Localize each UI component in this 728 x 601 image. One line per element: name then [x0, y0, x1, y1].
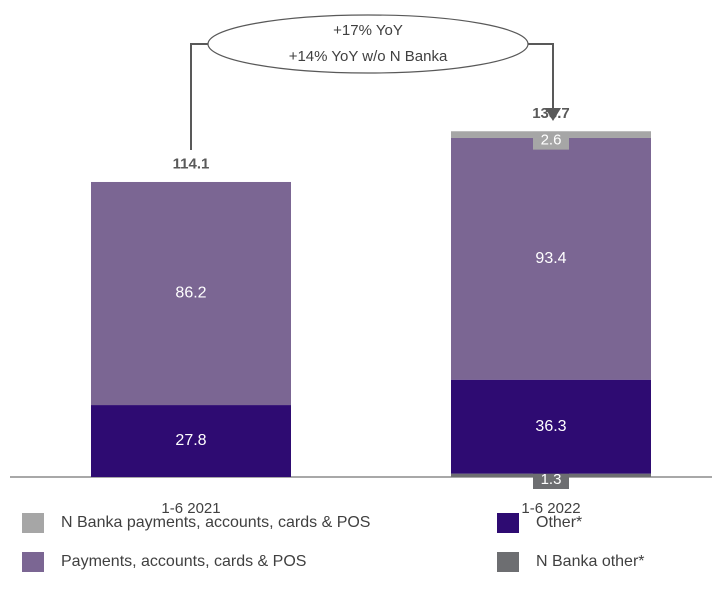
- legend-label: N Banka payments, accounts, cards & POS: [61, 514, 370, 531]
- annotation-text: +17% YoY: [333, 22, 403, 39]
- value-label: 93.4: [535, 250, 566, 267]
- x-tick-label: 1-6 2021: [161, 500, 220, 517]
- value-label-box: [533, 471, 569, 489]
- value-label: 2.6: [541, 132, 562, 149]
- value-label-box: [533, 131, 569, 150]
- legend-swatch: [22, 513, 44, 533]
- bar-segment: [91, 405, 291, 477]
- legend-swatch: [497, 513, 519, 533]
- annotation-bracket: [190, 43, 554, 150]
- value-label: 1.3: [541, 471, 562, 488]
- legend-swatch: [22, 552, 44, 572]
- total-label: 133.7: [532, 105, 570, 122]
- bar-segment: [451, 137, 651, 380]
- annotation-arrow: [545, 108, 561, 121]
- value-label: 36.3: [535, 418, 566, 435]
- total-label: 114.1: [173, 156, 210, 173]
- value-label: 27.8: [175, 432, 206, 449]
- annotation-text: +14% YoY w/o N Banka: [289, 48, 448, 65]
- value-label: 86.2: [175, 285, 206, 302]
- bar-segment: [451, 379, 651, 474]
- legend-label: N Banka other*: [536, 553, 645, 570]
- legend-swatch: [497, 552, 519, 572]
- legend-label: Payments, accounts, cards & POS: [61, 553, 306, 570]
- x-tick-label: 1-6 2022: [521, 500, 580, 517]
- legend-label: Other*: [536, 514, 582, 531]
- bar-segment: [91, 181, 291, 406]
